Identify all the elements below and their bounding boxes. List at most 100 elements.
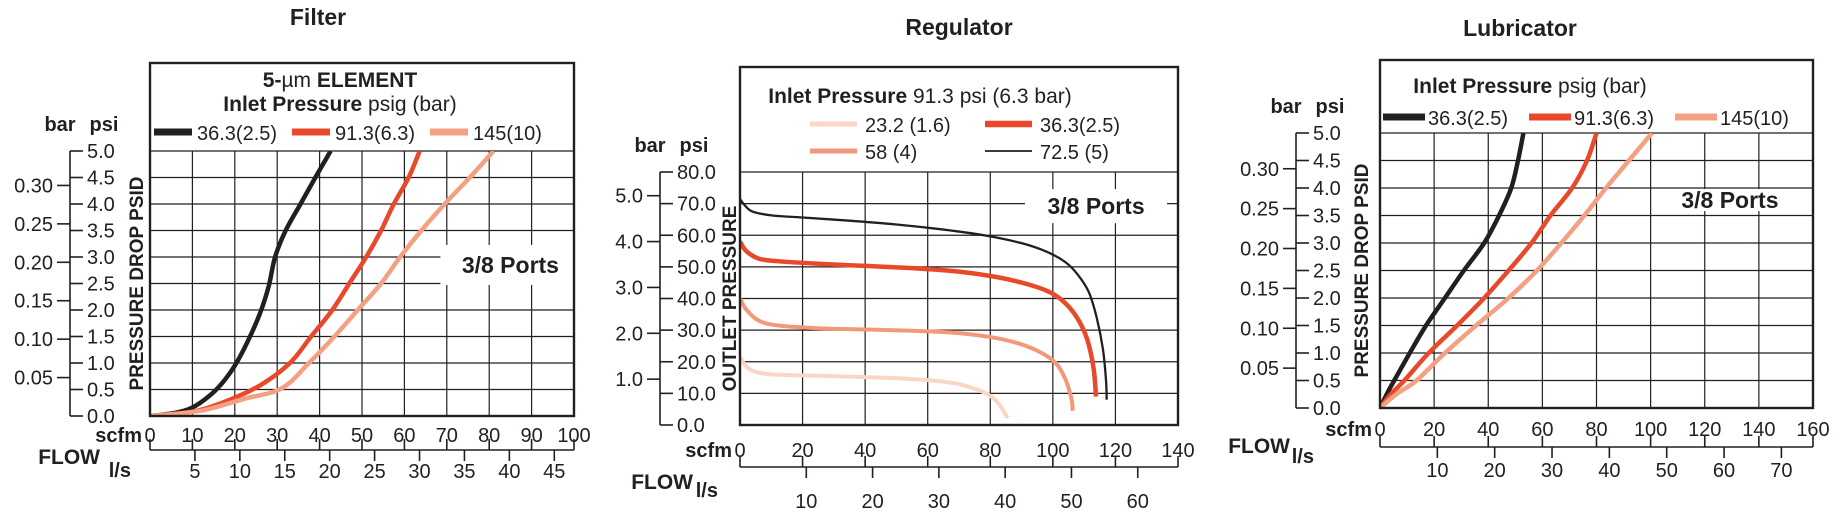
curve-91.3(6.3): [150, 151, 422, 416]
ports-annotation: 3/8 Ports: [1025, 189, 1168, 224]
lps-tick-label: 70: [1770, 460, 1792, 482]
bar-tick-label: 0.10: [1240, 318, 1279, 340]
psi-tick-label: 4.0: [87, 194, 115, 216]
scfm-tick-label: 120: [1099, 440, 1132, 462]
chart-lubricator: 3/8 Ports 0.0 0.5 1.0 1.5 2.0 2.5 3.0 3.5 4.0 4.5 5…: [1228, 58, 1830, 482]
bar-tick-label: 0.20: [1240, 239, 1279, 261]
curve-58 (4): [740, 297, 1075, 411]
bar-tick-label: 0.15: [14, 291, 53, 313]
lps-tick-label: 30: [1541, 460, 1563, 482]
psi-tick-label: 70.0: [677, 194, 716, 216]
scfm-tick-label: 120: [1688, 419, 1721, 441]
lps-unit-label: l/s: [109, 460, 131, 482]
scfm-tick-label: 60: [393, 425, 415, 447]
psi-tick-label: 2.5: [87, 274, 115, 296]
legend-header-line: Inlet Pressure psig (bar): [1413, 75, 1646, 98]
curves: [1380, 133, 1654, 408]
bar-unit-label: bar: [44, 114, 75, 136]
annotation-mask: [1659, 189, 1800, 212]
ports-annotation: 3/8 Ports: [440, 244, 581, 285]
regulator-chart-title: Regulator: [905, 14, 1013, 40]
psi-tick-label: 2.5: [1313, 261, 1341, 283]
curves: [150, 151, 496, 416]
lps-tick-label: 25: [363, 461, 385, 483]
curve-36.3(2.5): [1380, 133, 1526, 408]
x-axis: 0 20 40 60 80 100 120 140 160 10 20 30 40 50 60 70 scfm F…: [1228, 419, 1830, 482]
psi-tick-label: 4.0: [1313, 178, 1341, 200]
psi-tick-label: 4.5: [87, 168, 115, 190]
bar-tick-label: 0.10: [14, 329, 53, 351]
scfm-tick-label: 70: [436, 425, 458, 447]
legend-label-91.3(6.3): 91.3(6.3): [335, 123, 415, 145]
chart-regulator: 3/8 Ports 0.0 10.0 20.0 30.0 40.0 50.0 60.0 70.0…: [615, 65, 1195, 513]
psi-tick-label: 0.0: [677, 415, 705, 437]
scfm-tick-label: 140: [1161, 440, 1194, 462]
psi-tick-label: 40.0: [677, 289, 716, 311]
curve-91.3(6.3): [1380, 133, 1599, 408]
bar-tick-label: 0.25: [1240, 199, 1279, 221]
scfm-tick-label: 80: [979, 440, 1001, 462]
legend-label-23.2 (1.6): 23.2 (1.6): [865, 115, 951, 137]
lps-tick-label: 30: [928, 491, 950, 513]
scfm-tick-label: 160: [1796, 419, 1829, 441]
scfm-tick-label: 0: [1374, 419, 1385, 441]
lubricator-chart-title: Lubricator: [1463, 15, 1577, 41]
legend-header-line: Inlet Pressure psig (bar): [223, 93, 456, 116]
x-axis: 0 20 40 60 80 100 120 140 10 20 30 40 50 60 scfm FLOW l/…: [631, 440, 1195, 513]
scfm-unit-label: scfm: [95, 425, 142, 447]
curve-23.2 (1.6): [740, 355, 1010, 419]
lps-tick-label: 40: [1598, 460, 1620, 482]
y-axis-title: PRESSURE DROP PSID: [1352, 164, 1373, 378]
lps-tick-label: 10: [795, 491, 817, 513]
bar-unit-label: bar: [1270, 96, 1301, 118]
lps-unit-label: l/s: [1292, 446, 1314, 468]
psi-tick-label: 30.0: [677, 320, 716, 342]
annotation-mask: [440, 244, 581, 285]
bar-tick-label: 4.0: [615, 232, 643, 254]
lps-tick-label: 45: [543, 461, 565, 483]
chart-filter: 3/8 Ports 0.0 0.5 1.0 1.5 2.0 2.5 3.0 3.5 4.0 4.5 5…: [14, 61, 591, 483]
psi-tick-label: 0.5: [87, 380, 115, 402]
legend-label-145(10): 145(10): [473, 123, 542, 145]
filter-chart-title: Filter: [289, 4, 347, 30]
legend-label-91.3(6.3): 91.3(6.3): [1574, 108, 1654, 130]
flow-axis-title: FLOW: [1228, 435, 1290, 458]
lps-tick-label: 20: [1484, 460, 1506, 482]
lps-tick-label: 50: [1656, 460, 1678, 482]
y-axis: 0.0 0.5 1.0 1.5 2.0 2.5 3.0 3.5 4.0 4.5 5.0 0.05 0.1…: [14, 114, 148, 428]
lps-tick-label: 20: [861, 491, 883, 513]
psi-tick-label: 2.0: [87, 300, 115, 322]
legend: Inlet Pressure psig (bar) 36.3(2.5) 91.3(6…: [1383, 75, 1789, 130]
bar-tick-label: 0.30: [14, 175, 53, 197]
lps-tick-label: 40: [498, 461, 520, 483]
psi-unit-label: psi: [680, 135, 709, 157]
scfm-unit-label: scfm: [685, 440, 732, 462]
legend-label-72.5 (5): 72.5 (5): [1040, 142, 1109, 164]
y-axis: 0.0 0.5 1.0 1.5 2.0 2.5 3.0 3.5 4.0 4.5 5.0 0.05 0.1…: [1240, 96, 1373, 420]
bar-tick-label: 0.05: [1240, 358, 1279, 380]
legend-label-58 (4): 58 (4): [865, 142, 917, 164]
lps-tick-label: 5: [189, 461, 200, 483]
psi-tick-label: 5.0: [1313, 123, 1341, 145]
psi-tick-label: 1.0: [87, 353, 115, 375]
scfm-tick-label: 60: [917, 440, 939, 462]
psi-tick-label: 3.5: [87, 221, 115, 243]
lps-tick-label: 15: [274, 461, 296, 483]
y-axis: 0.0 10.0 20.0 30.0 40.0 50.0 60.0 70.0 80.0 1.0 2.…: [615, 135, 741, 437]
curves: [740, 198, 1108, 419]
bar-tick-label: 0.05: [14, 368, 53, 390]
lps-tick-label: 40: [994, 491, 1016, 513]
scfm-tick-label: 90: [520, 425, 542, 447]
legend-label-36.3(2.5): 36.3(2.5): [1040, 115, 1120, 137]
scfm-tick-label: 100: [1036, 440, 1069, 462]
lps-tick-label: 10: [229, 461, 251, 483]
psi-tick-label: 20.0: [677, 352, 716, 374]
legend-header-line: 5-µm ELEMENT: [263, 69, 418, 92]
lps-tick-label: 50: [1060, 491, 1082, 513]
bar-tick-label: 1.0: [615, 369, 643, 391]
ports-annotation-label: 3/8 Ports: [1681, 187, 1778, 213]
scfm-tick-label: 0: [144, 425, 155, 447]
psi-tick-label: 1.5: [87, 327, 115, 349]
scfm-tick-label: 20: [1423, 419, 1445, 441]
